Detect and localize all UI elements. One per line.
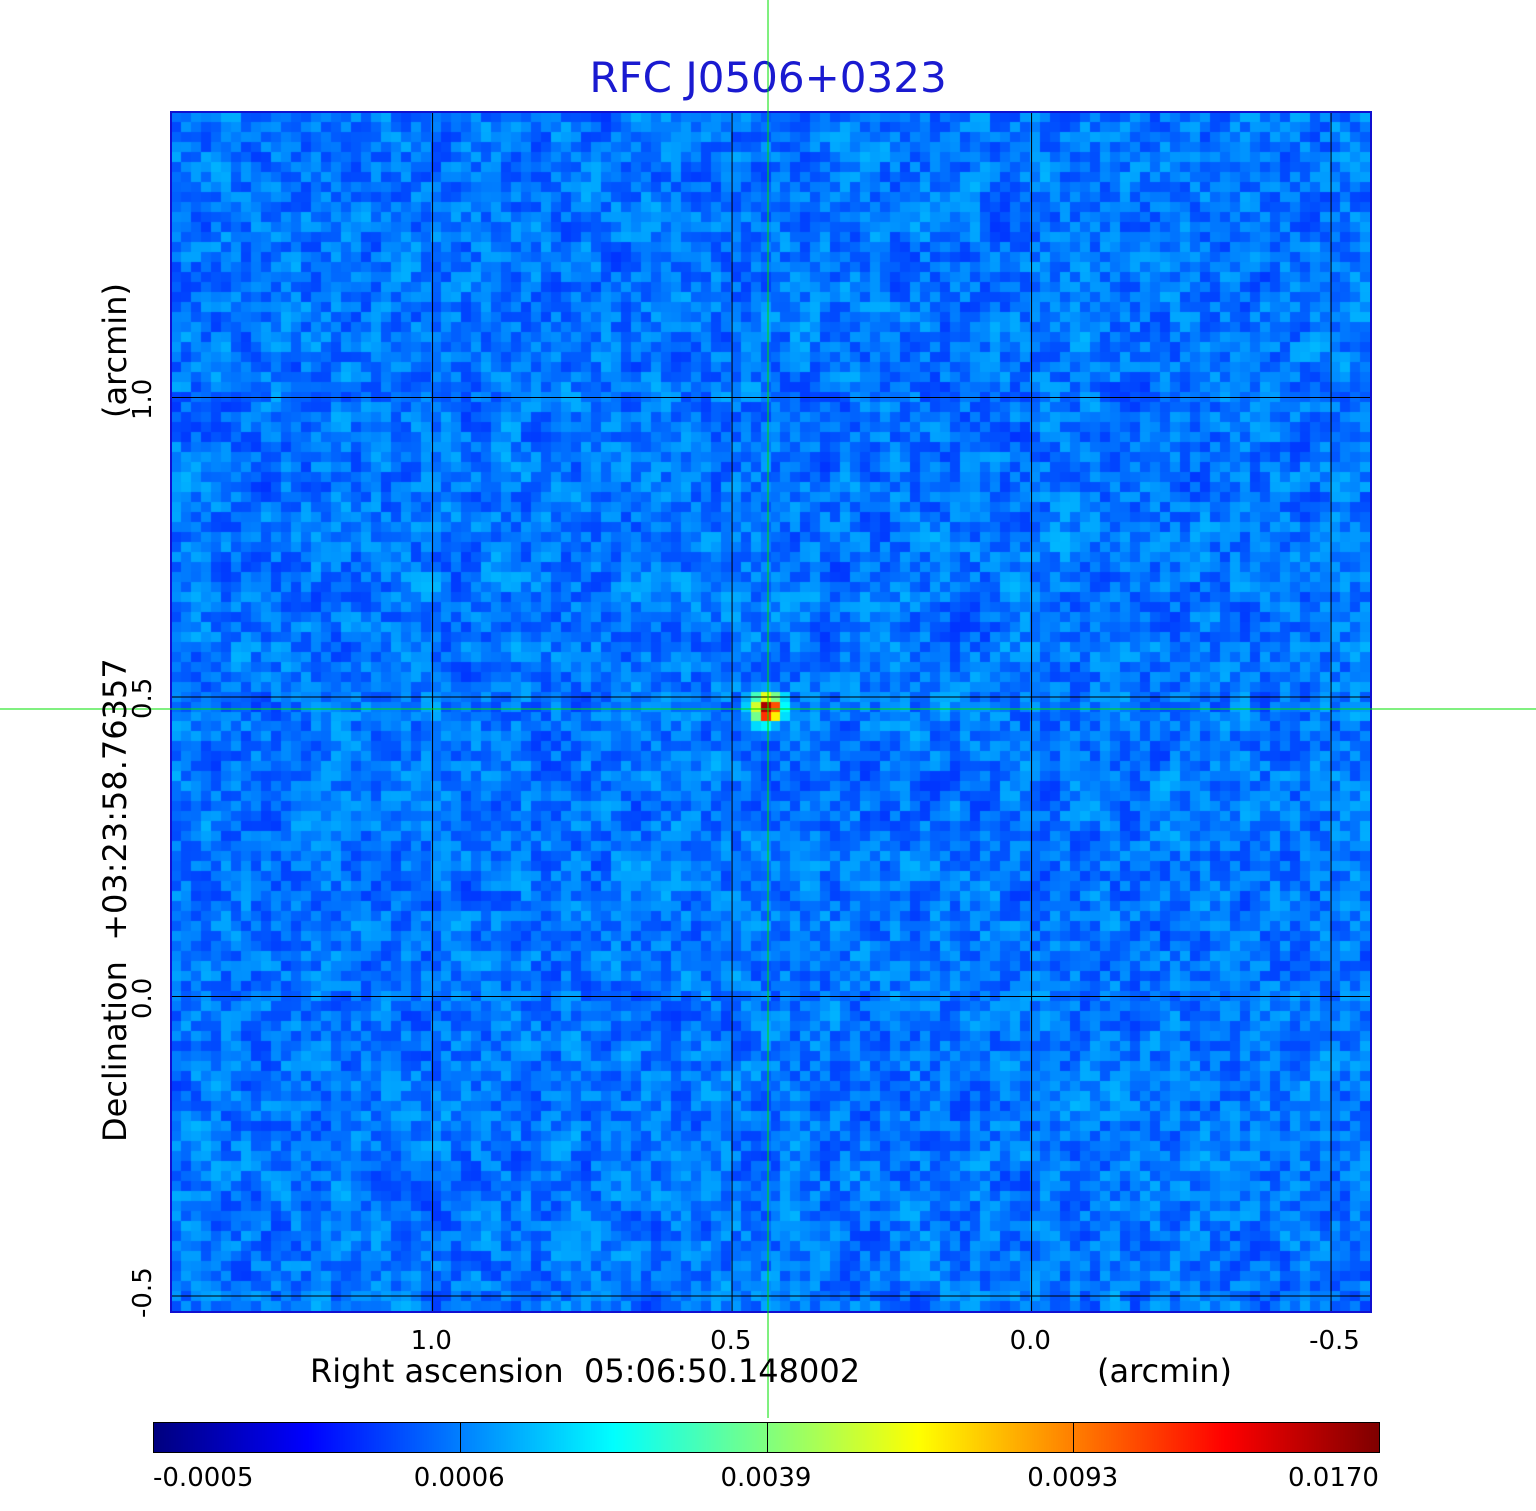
x-tick-label-3: -0.5	[1309, 1326, 1360, 1356]
x-axis-unit: (arcmin)	[1097, 1352, 1232, 1390]
coordinate-grid-overlay	[172, 113, 1370, 1311]
colorbar-tick-mark-3	[1073, 1422, 1075, 1453]
colorbar-tick-mark-1	[459, 1422, 461, 1453]
sky-image-panel[interactable]	[170, 111, 1372, 1313]
x-axis-label: Right ascension 05:06:50.148002	[310, 1352, 861, 1390]
colorbar-tick-label-4: 0.0170	[1288, 1463, 1379, 1493]
flux-density-map	[172, 113, 1370, 1311]
y-axis-unit: (arcmin)	[96, 283, 134, 418]
x-tick-label-1: 0.5	[710, 1326, 752, 1356]
colorbar-tick-mark-2	[766, 1422, 768, 1453]
colorbar-tick-label-2: 0.0039	[720, 1463, 812, 1493]
y-tick-label-0: -0.5	[128, 1267, 158, 1319]
colorbar-tick-label-3: 0.0093	[1027, 1463, 1119, 1493]
x-tick-label-0: 1.0	[410, 1326, 452, 1356]
colorbar-tick-label-0: -0.0005	[153, 1463, 254, 1493]
y-axis-label: Declination +03:23:58.76357	[96, 658, 134, 1142]
colorbar-tick-mark-0	[153, 1422, 154, 1453]
colorbar-tick-mark-4	[1379, 1422, 1380, 1453]
x-tick-label-2: 0.0	[1009, 1326, 1051, 1356]
colorbar-tick-label-1: 0.0006	[413, 1463, 505, 1493]
chart-title: RFC J0506+0323	[589, 53, 947, 102]
